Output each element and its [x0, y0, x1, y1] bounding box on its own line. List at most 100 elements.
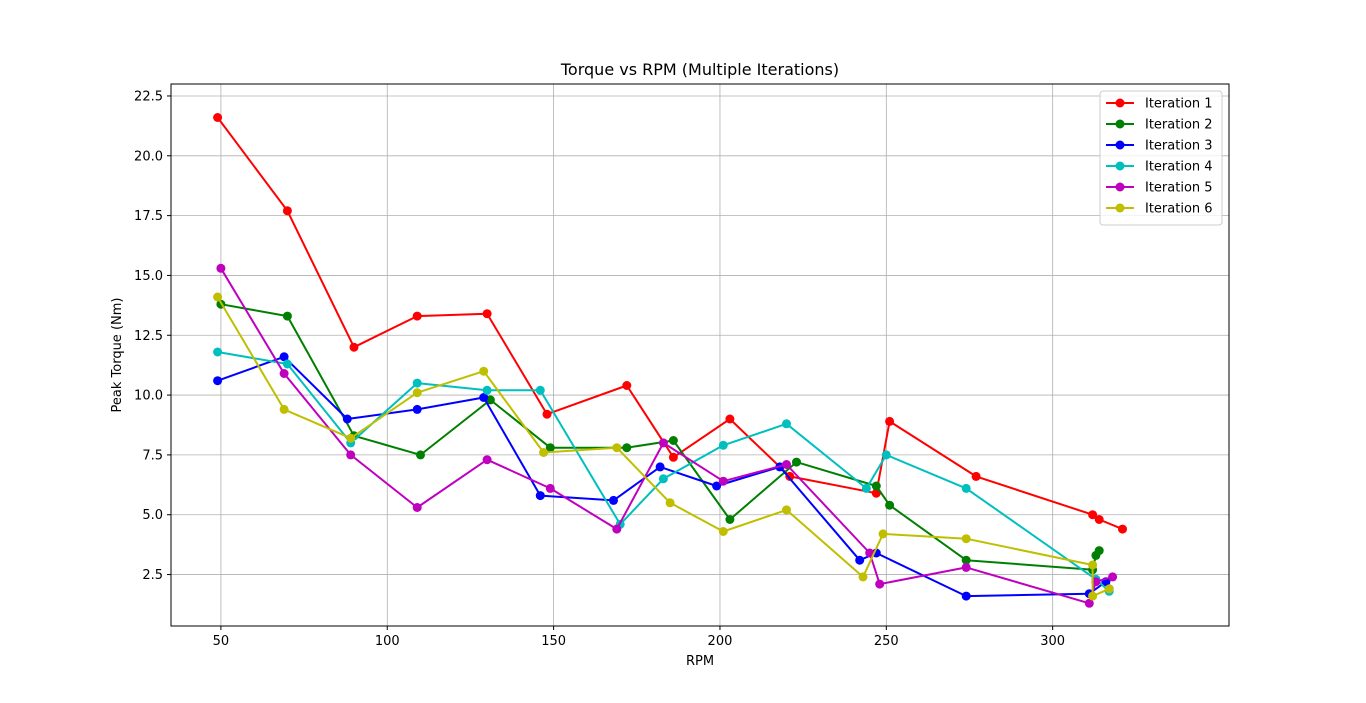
data-point: [961, 562, 971, 572]
data-point: [885, 416, 895, 426]
data-point: [1094, 515, 1104, 524]
data-point: [718, 440, 728, 450]
legend-item: Iteration 3: [1106, 139, 1213, 154]
x-tick-label: 150: [541, 634, 566, 649]
data-point: [665, 498, 675, 508]
data-point: [961, 591, 971, 601]
series-iteration-5: [216, 263, 1118, 608]
data-point: [279, 369, 289, 378]
legend-label: Iteration 4: [1145, 160, 1213, 175]
data-point: [609, 495, 618, 505]
data-point: [961, 534, 971, 544]
y-tick-label: 10.0: [134, 389, 163, 404]
data-point: [658, 474, 668, 484]
data-point: [482, 455, 492, 465]
data-point: [282, 206, 292, 216]
data-point: [479, 366, 489, 376]
y-tick-label: 12.5: [134, 329, 163, 344]
y-tick-label: 22.5: [134, 89, 163, 104]
data-point: [861, 483, 871, 493]
data-point: [412, 503, 422, 512]
x-tick-label: 300: [1040, 634, 1065, 649]
data-point: [482, 309, 492, 319]
y-tick-label: 17.5: [134, 209, 163, 224]
legend-marker: [1115, 203, 1125, 213]
data-point: [1091, 577, 1101, 587]
data-point: [718, 476, 728, 486]
data-point: [1084, 598, 1094, 608]
data-point: [346, 433, 356, 443]
data-point: [479, 393, 489, 402]
plot-frame: [170, 83, 1230, 627]
data-point: [961, 483, 971, 493]
legend-label: Iteration 2: [1145, 118, 1213, 133]
data-point: [279, 404, 289, 414]
legend-label: Iteration 6: [1145, 202, 1213, 217]
data-point: [412, 311, 422, 321]
data-point: [213, 347, 223, 357]
data-point: [971, 471, 981, 481]
legend-item: Iteration 5: [1106, 181, 1213, 196]
data-point: [725, 414, 735, 424]
data-point: [535, 491, 545, 501]
data-point: [612, 443, 622, 453]
y-axis-label: Peak Torque (Nm): [110, 298, 125, 413]
x-tick-label: 200: [708, 634, 733, 649]
data-point: [282, 359, 292, 369]
data-point: [858, 572, 868, 582]
data-point: [612, 524, 622, 534]
x-tick-label: 250: [874, 634, 899, 649]
data-point: [785, 471, 795, 481]
ticks: 50 100 150 200 250 300 2.5 5.0 7.5 10.0 12.5 15.0 17…: [134, 89, 1065, 649]
data-point: [622, 381, 632, 390]
data-point: [885, 500, 895, 510]
data-point: [725, 515, 735, 524]
data-point: [282, 311, 292, 321]
data-point: [871, 481, 881, 491]
data-point: [412, 388, 422, 398]
y-tick-label: 7.5: [142, 448, 163, 463]
series-line: [216, 116, 1123, 531]
chart-title: Torque vs RPM (Multiple Iterations): [560, 60, 839, 79]
data-point: [718, 527, 728, 536]
legend-marker: [1115, 119, 1125, 129]
data-point: [535, 385, 545, 395]
data-point: [1104, 584, 1114, 594]
legend-item: Iteration 1: [1106, 97, 1213, 112]
data-point: [782, 460, 791, 469]
data-point: [412, 378, 422, 388]
data-point: [875, 579, 885, 589]
data-point: [855, 555, 865, 565]
data-point: [1108, 572, 1118, 582]
series-iteration-6: [213, 292, 1114, 601]
data-point: [412, 404, 422, 414]
data-point: [878, 529, 888, 539]
data-point: [213, 113, 223, 122]
x-tick-label: 50: [213, 634, 230, 649]
data-point: [342, 414, 352, 424]
data-point: [1088, 510, 1098, 520]
series-group: [213, 113, 1127, 608]
y-tick-label: 5.0: [142, 508, 163, 523]
data-point: [213, 376, 223, 386]
data-point: [792, 457, 801, 467]
legend-item: Iteration 2: [1106, 118, 1213, 133]
data-point: [213, 292, 223, 302]
legend-marker: [1115, 140, 1125, 150]
data-point: [622, 443, 632, 453]
data-point: [416, 450, 425, 460]
data-point: [545, 443, 555, 453]
data-point: [668, 452, 678, 462]
data-point: [542, 409, 552, 419]
legend-marker: [1115, 161, 1125, 171]
data-point: [1118, 524, 1127, 534]
data-point: [1088, 591, 1098, 601]
legend-label: Iteration 3: [1145, 139, 1213, 154]
legend-label: Iteration 5: [1145, 181, 1213, 196]
data-point: [346, 450, 356, 460]
legend-marker: [1115, 98, 1125, 108]
legend-item: Iteration 4: [1106, 160, 1213, 175]
data-point: [655, 462, 665, 472]
data-point: [961, 555, 971, 565]
